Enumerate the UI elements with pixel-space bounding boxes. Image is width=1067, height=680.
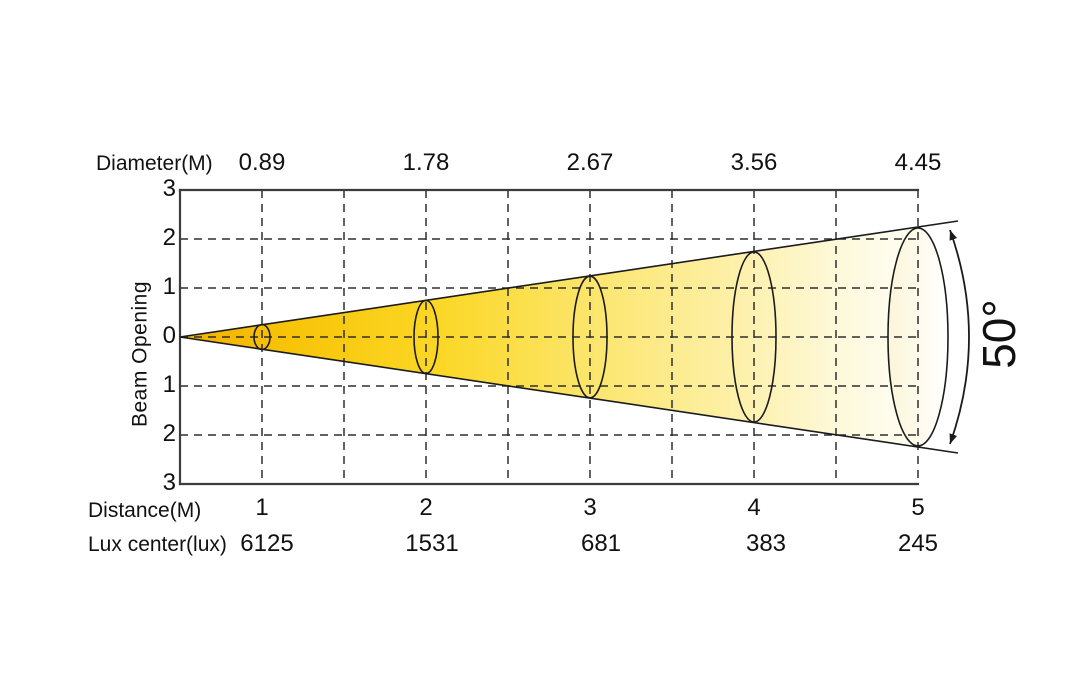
lux-value: 6125 bbox=[240, 530, 294, 557]
beam-edge-top bbox=[179, 220, 959, 338]
lux-value: 383 bbox=[745, 530, 787, 557]
distance-value: 2 bbox=[419, 494, 433, 521]
beam-edge-bottom bbox=[179, 336, 959, 454]
lux-value: 681 bbox=[580, 530, 622, 557]
diameter-value: 1.78 bbox=[402, 149, 450, 176]
beam-opening-tick: 1 bbox=[162, 371, 176, 398]
distance-axis-label: Distance(M) bbox=[88, 499, 202, 522]
distance-value: 4 bbox=[747, 494, 761, 521]
diameter-axis-label: Diameter(M) bbox=[96, 152, 213, 175]
lux-value: 1531 bbox=[405, 530, 459, 557]
beam-opening-axis-label: Beam Opening bbox=[128, 280, 152, 428]
beam-opening-tick: 0 bbox=[162, 322, 176, 349]
beam-opening-tick: 1 bbox=[162, 273, 176, 300]
distance-value: 3 bbox=[583, 494, 597, 521]
beam-opening-tick: 3 bbox=[162, 469, 176, 496]
lux-value: 245 bbox=[897, 530, 939, 557]
cross-section-5m bbox=[887, 227, 949, 447]
beam-opening-tick: 2 bbox=[162, 224, 176, 251]
distance-value: 1 bbox=[255, 494, 269, 521]
distance-value: 5 bbox=[911, 494, 925, 521]
beam-opening-tick: 2 bbox=[162, 420, 176, 447]
diameter-value: 4.45 bbox=[894, 149, 942, 176]
beam-angle-arc bbox=[949, 229, 970, 445]
diameter-value: 3.56 bbox=[730, 149, 778, 176]
beam-opening-tick: 3 bbox=[162, 175, 176, 202]
lux-axis-label: Lux center(lux) bbox=[88, 533, 227, 556]
diameter-value: 2.67 bbox=[566, 149, 614, 176]
beam-angle-label: 50° bbox=[973, 299, 1025, 369]
beam-edge-lines bbox=[179, 220, 959, 454]
diameter-value: 0.89 bbox=[238, 149, 286, 176]
grid-horizontal-lines bbox=[180, 238, 918, 436]
